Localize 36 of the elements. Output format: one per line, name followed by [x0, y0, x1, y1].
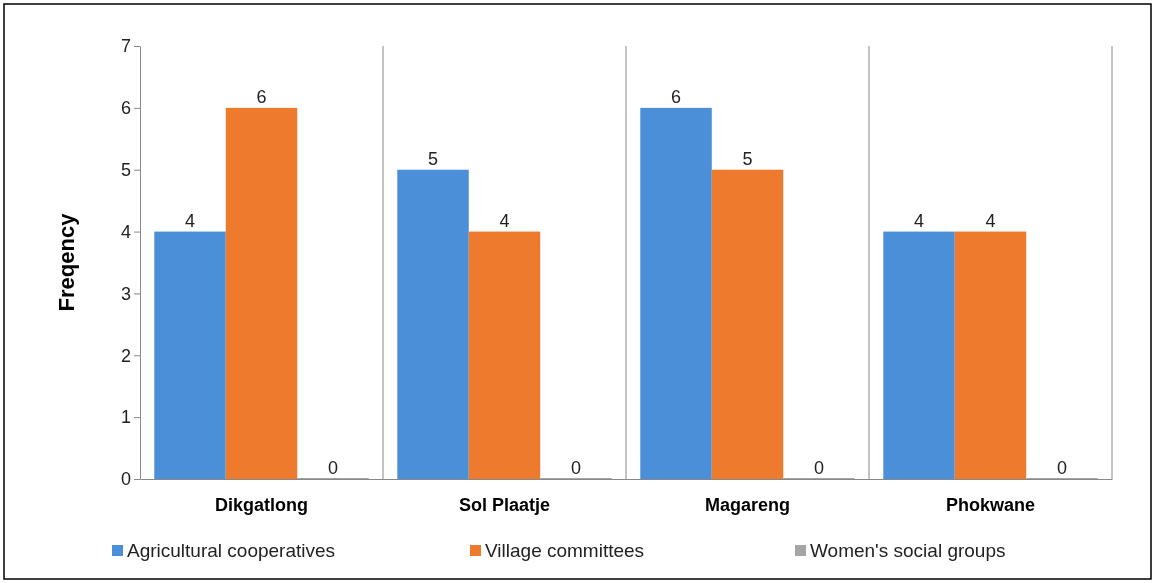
data-label: 4 [914, 210, 925, 231]
y-tick-label: 4 [120, 221, 131, 242]
data-label: 5 [428, 148, 439, 169]
y-tick-label: 0 [120, 469, 131, 490]
data-label: 4 [499, 210, 510, 231]
data-label: 4 [185, 210, 196, 231]
bar [225, 107, 298, 479]
y-tick-label: 3 [120, 283, 131, 304]
x-tick-label: Dikgatlong [215, 494, 308, 515]
x-tick-label: Phokwane [945, 494, 1036, 515]
data-label: 6 [671, 86, 682, 107]
bar [711, 169, 784, 479]
bar [468, 231, 541, 479]
data-label: 0 [1056, 458, 1067, 478]
data-label: 5 [742, 148, 753, 169]
y-tick-label: 1 [120, 407, 131, 428]
bar [954, 231, 1027, 479]
data-label: 0 [813, 458, 824, 478]
y-tick-label: 6 [120, 98, 131, 119]
bar [883, 231, 955, 479]
bar [397, 169, 469, 479]
y-tick-label: 2 [120, 345, 131, 366]
x-tick-label: Sol Plaatje [458, 494, 551, 515]
y-tick-label: 5 [120, 159, 131, 180]
legend-label: Agricultural cooperatives [127, 540, 336, 561]
legend-label: Women's social groups [810, 540, 1006, 561]
bar [640, 107, 712, 479]
data-label: 0 [327, 458, 338, 478]
y-axis-title: Freqency [54, 212, 79, 312]
bar [154, 231, 226, 479]
data-label: 4 [985, 210, 996, 231]
data-label: 0 [570, 458, 581, 478]
x-tick-label: Magareng [704, 494, 791, 515]
y-tick-label: 7 [120, 36, 131, 57]
legend-label: Village committees [485, 540, 645, 561]
data-label: 6 [256, 86, 267, 107]
